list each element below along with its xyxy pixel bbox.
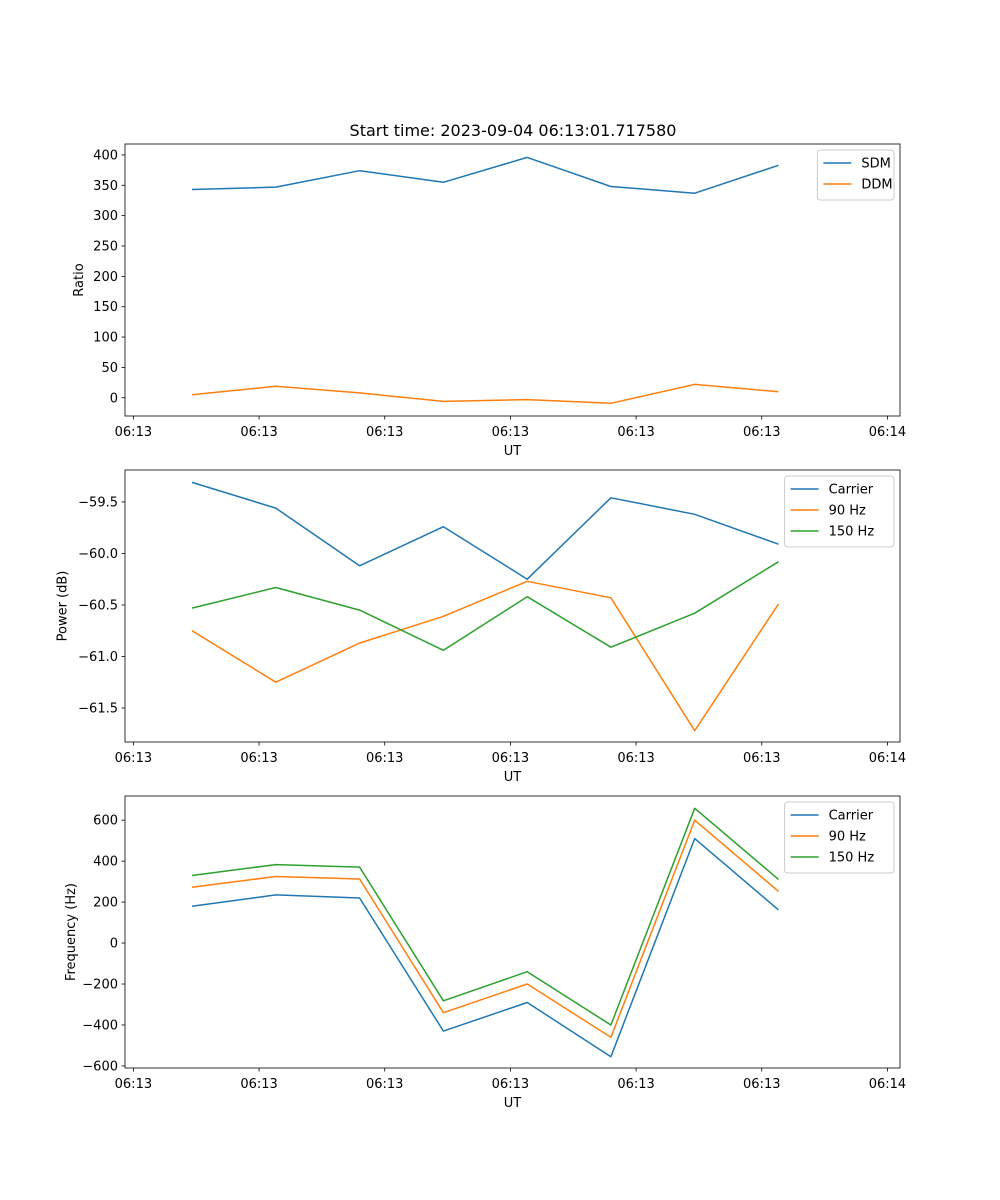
y-axis-label: Power (dB) <box>56 571 71 642</box>
x-tick-label: 06:13 <box>366 751 403 766</box>
y-tick-label: −200 <box>82 978 118 993</box>
series-line-90-hz <box>191 819 779 1039</box>
x-tick-label: 06:13 <box>240 751 277 766</box>
series-line-150-hz <box>191 561 779 652</box>
x-axis-label: UT <box>504 1096 522 1111</box>
y-tick-label: −59.5 <box>78 495 118 510</box>
x-tick-label: 06:13 <box>240 425 277 440</box>
series-line-carrier <box>191 481 779 580</box>
series-line-90-hz <box>191 580 780 732</box>
series-line-carrier <box>191 837 779 1058</box>
x-tick-label: 06:14 <box>869 425 906 440</box>
y-tick-label: −60.0 <box>78 547 118 562</box>
axes-frame <box>124 795 901 1069</box>
x-axis-label: UT <box>504 770 522 785</box>
y-tick-label: 0 <box>110 937 118 952</box>
y-tick-label: −400 <box>82 1018 118 1033</box>
x-tick-label: 06:13 <box>240 1077 277 1092</box>
y-tick-label: 350 <box>93 179 118 194</box>
x-tick-label: 06:13 <box>617 1077 654 1092</box>
x-tick-label: 06:13 <box>492 751 529 766</box>
series-line-sdm <box>191 156 779 194</box>
subplots: 0 50 100 150 200 250 300 350 400 06:13 06:13 06:13 0… <box>56 143 906 1111</box>
series-line-ddm <box>191 383 779 405</box>
y-tick-label: 100 <box>93 331 118 346</box>
legend-label: 150 Hz <box>829 525 875 540</box>
y-axis-label: Ratio <box>72 263 87 296</box>
y-tick-label: 250 <box>93 240 118 255</box>
y-tick-label: 50 <box>101 361 118 376</box>
y-tick-label: −60.5 <box>78 598 118 613</box>
x-tick-label: 06:13 <box>492 425 529 440</box>
axes-frame <box>124 469 901 743</box>
x-tick-label: 06:13 <box>115 425 152 440</box>
y-axis-label: Frequency (Hz) <box>64 883 79 981</box>
power-panel: −61.5 −61.0 −60.5 −60.0 −59.5 06:13 06:13 06:13… <box>56 469 906 785</box>
x-tick-label: 06:13 <box>743 425 780 440</box>
legend-label: 90 Hz <box>829 504 866 519</box>
y-tick-label: 200 <box>93 896 118 911</box>
legend: Carrier 90 Hz 150 Hz <box>784 475 895 548</box>
y-tick-label: 400 <box>93 855 118 870</box>
legend-label: Carrier <box>829 809 874 824</box>
y-tick-label: 400 <box>93 148 118 163</box>
x-tick-label: 06:13 <box>617 425 654 440</box>
x-tick-label: 06:13 <box>492 1077 529 1092</box>
axes-frame <box>124 143 901 417</box>
series-line-150-hz <box>191 807 779 1026</box>
x-tick-label: 06:13 <box>743 1077 780 1092</box>
legend-label: SDM <box>861 157 890 172</box>
legend-label: 150 Hz <box>829 851 875 866</box>
x-tick-label: 06:13 <box>743 751 780 766</box>
y-tick-label: −61.0 <box>78 650 118 665</box>
x-tick-label: 06:14 <box>869 751 906 766</box>
y-tick-label: 0 <box>110 391 118 406</box>
frequency-panel: −600 −400 −200 0 200 400 600 06:13 06:13 06:13 06:… <box>64 795 906 1111</box>
x-tick-label: 06:13 <box>366 425 403 440</box>
y-tick-label: −61.5 <box>78 702 118 717</box>
y-tick-label: −600 <box>82 1059 118 1074</box>
x-tick-label: 06:13 <box>617 751 654 766</box>
legend-box <box>784 475 895 548</box>
x-axis-label: UT <box>504 444 522 459</box>
legend-label: 90 Hz <box>829 830 866 845</box>
legend-label: Carrier <box>829 483 874 498</box>
legend-label: DDM <box>861 178 892 193</box>
y-tick-label: 300 <box>93 209 118 224</box>
legend-box <box>784 801 895 874</box>
y-tick-label: 150 <box>93 300 118 315</box>
x-tick-label: 06:13 <box>115 751 152 766</box>
y-tick-label: 200 <box>93 270 118 285</box>
ratio-panel: 0 50 100 150 200 250 300 350 400 06:13 06:13 06:13 0… <box>72 143 906 459</box>
y-tick-label: 600 <box>93 814 118 829</box>
x-tick-label: 06:14 <box>869 1077 906 1092</box>
x-tick-label: 06:13 <box>366 1077 403 1092</box>
legend: Carrier 90 Hz 150 Hz <box>784 801 895 874</box>
x-tick-label: 06:13 <box>115 1077 152 1092</box>
chart-title: Start time: 2023-09-04 06:13:01.717580 <box>350 121 677 140</box>
legend: SDM DDM <box>816 149 895 201</box>
